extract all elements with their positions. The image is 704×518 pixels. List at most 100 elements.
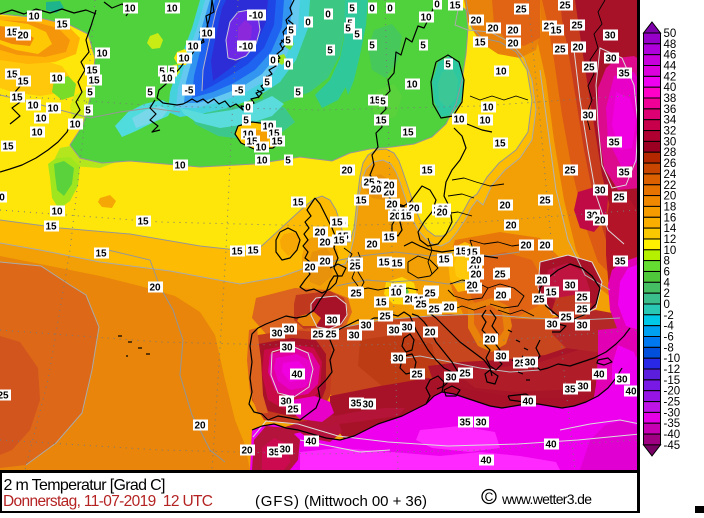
svg-text:5: 5 <box>369 41 375 52</box>
svg-text:20: 20 <box>436 208 448 219</box>
svg-text:15: 15 <box>333 236 345 247</box>
svg-text:25: 25 <box>379 312 391 323</box>
svg-text:10: 10 <box>255 143 267 154</box>
svg-text:32: 32 <box>664 126 677 138</box>
svg-text:10: 10 <box>96 49 108 60</box>
svg-text:15: 15 <box>331 218 343 229</box>
svg-text:20: 20 <box>383 181 395 192</box>
svg-text:36: 36 <box>664 104 677 116</box>
svg-text:40: 40 <box>522 397 534 408</box>
svg-text:25: 25 <box>494 270 506 281</box>
svg-text:0: 0 <box>325 10 331 21</box>
svg-text:0: 0 <box>270 56 276 67</box>
svg-text:40: 40 <box>593 370 605 381</box>
svg-text:20: 20 <box>539 241 551 252</box>
svg-text:10: 10 <box>390 288 402 299</box>
svg-text:-40: -40 <box>664 429 681 441</box>
svg-text:5: 5 <box>285 36 291 47</box>
svg-text:30: 30 <box>348 331 360 342</box>
svg-text:35: 35 <box>614 257 626 268</box>
svg-text:4: 4 <box>664 277 671 289</box>
svg-text:20: 20 <box>520 241 532 252</box>
svg-text:0: 0 <box>285 60 291 71</box>
svg-text:15: 15 <box>438 255 450 266</box>
svg-text:10: 10 <box>242 130 254 141</box>
svg-text:5: 5 <box>349 4 355 15</box>
svg-text:15: 15 <box>375 116 387 127</box>
svg-text:15: 15 <box>137 217 149 228</box>
svg-text:5: 5 <box>420 41 426 52</box>
svg-text:10: 10 <box>178 54 190 65</box>
svg-text:22: 22 <box>664 180 677 192</box>
svg-text:30: 30 <box>577 382 589 393</box>
svg-text:8: 8 <box>664 256 670 268</box>
svg-text:25: 25 <box>287 405 299 416</box>
svg-text:25: 25 <box>576 293 588 304</box>
svg-text:C: C <box>485 490 494 504</box>
svg-text:15: 15 <box>449 1 461 12</box>
svg-text:15: 15 <box>383 233 395 244</box>
svg-text:30: 30 <box>616 375 628 386</box>
svg-text:25: 25 <box>312 330 324 341</box>
svg-text:15: 15 <box>17 77 29 88</box>
svg-text:10: 10 <box>47 104 59 115</box>
svg-text:0: 0 <box>245 103 251 114</box>
svg-text:30: 30 <box>271 329 283 340</box>
svg-text:30: 30 <box>524 358 536 369</box>
svg-text:15: 15 <box>6 28 18 39</box>
svg-text:14: 14 <box>664 223 677 235</box>
svg-text:15: 15 <box>378 258 390 269</box>
svg-text:30: 30 <box>604 31 616 42</box>
svg-text:40: 40 <box>625 387 637 398</box>
svg-text:25: 25 <box>533 295 545 306</box>
svg-text:0: 0 <box>387 4 393 15</box>
svg-text:35: 35 <box>268 448 280 459</box>
svg-text:30: 30 <box>362 400 374 411</box>
svg-text:20: 20 <box>389 212 401 223</box>
svg-text:10: 10 <box>495 67 507 78</box>
svg-text:15: 15 <box>550 26 562 37</box>
svg-text:2 m Temperatur [Grad C]: 2 m Temperatur [Grad C] <box>4 477 166 494</box>
svg-text:12: 12 <box>664 234 677 246</box>
svg-text:25: 25 <box>411 370 423 381</box>
svg-text:www.wetter3.de: www.wetter3.de <box>501 491 592 507</box>
svg-text:40: 40 <box>480 456 492 467</box>
svg-text:2: 2 <box>664 288 670 300</box>
svg-text:18: 18 <box>664 201 677 213</box>
svg-text:25: 25 <box>514 359 526 370</box>
svg-text:15: 15 <box>86 66 98 77</box>
svg-text:15: 15 <box>56 20 68 31</box>
svg-text:6: 6 <box>664 267 670 279</box>
svg-text:25: 25 <box>459 369 471 380</box>
svg-text:-30: -30 <box>664 407 681 419</box>
svg-text:20: 20 <box>499 201 511 212</box>
svg-text:10: 10 <box>664 245 677 257</box>
svg-text:46: 46 <box>664 50 677 62</box>
svg-text:25: 25 <box>363 178 375 189</box>
svg-text:20: 20 <box>470 16 482 27</box>
svg-text:5: 5 <box>85 106 91 117</box>
svg-text:15: 15 <box>292 198 304 209</box>
svg-text:20: 20 <box>468 262 480 273</box>
svg-text:5: 5 <box>243 116 249 127</box>
svg-text:-10: -10 <box>249 11 264 22</box>
svg-text:25: 25 <box>349 262 361 273</box>
svg-text:25: 25 <box>554 45 566 56</box>
svg-text:15: 15 <box>391 259 403 270</box>
svg-text:15: 15 <box>355 196 367 207</box>
svg-text:20: 20 <box>470 270 482 281</box>
svg-text:10: 10 <box>27 101 39 112</box>
svg-text:15: 15 <box>6 70 18 81</box>
svg-text:15: 15 <box>494 139 506 150</box>
svg-text:20: 20 <box>319 257 331 268</box>
svg-text:5: 5 <box>285 156 291 167</box>
svg-text:15: 15 <box>474 38 486 49</box>
svg-text:0: 0 <box>434 0 440 11</box>
svg-text:15: 15 <box>2 142 14 153</box>
svg-text:25: 25 <box>539 196 551 207</box>
svg-text:35: 35 <box>459 418 471 429</box>
svg-text:20: 20 <box>314 228 326 239</box>
svg-text:(Mittwoch 00 + 36): (Mittwoch 00 + 36) <box>304 493 427 510</box>
svg-text:26: 26 <box>664 158 677 170</box>
svg-text:-5: -5 <box>235 86 244 97</box>
